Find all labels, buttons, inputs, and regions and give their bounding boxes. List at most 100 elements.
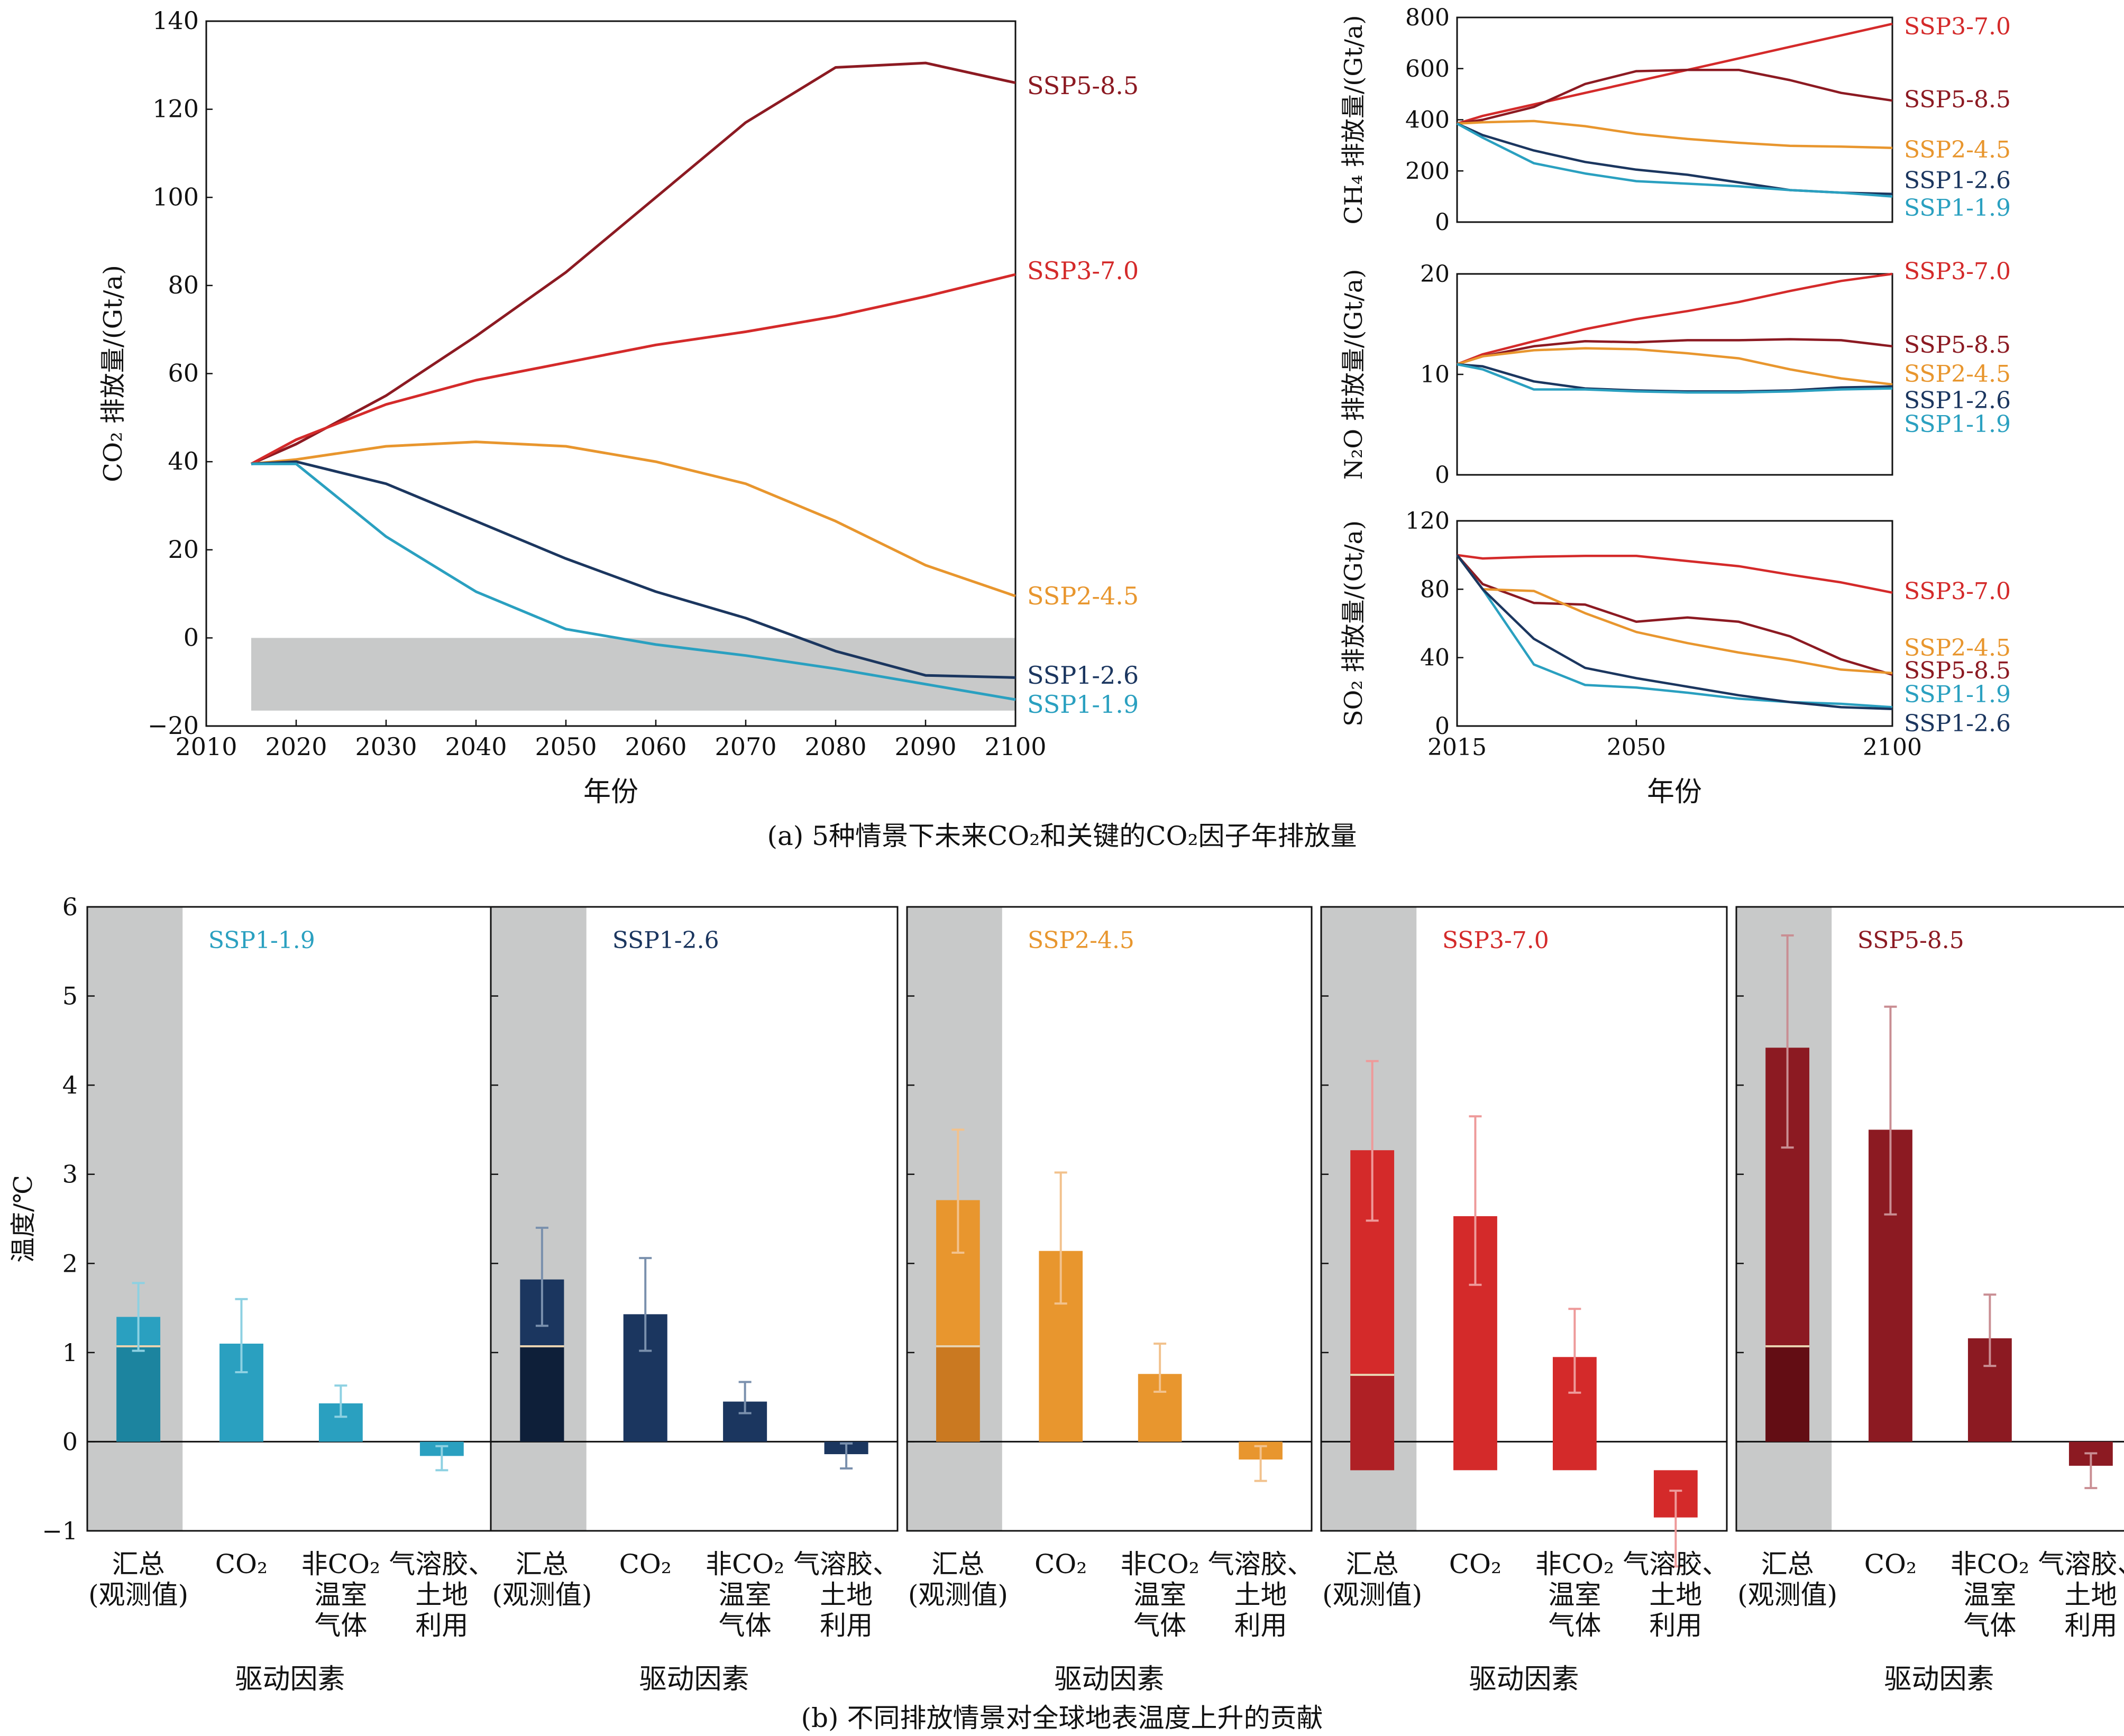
plot-frame xyxy=(1456,273,1893,476)
x-tick-label: 2100 xyxy=(1863,734,1922,761)
category-label: 温室 xyxy=(1963,1579,2016,1610)
series-label-ssp2-4.5: SSP2-4.5 xyxy=(1904,361,2011,388)
y-tick-label: 6 xyxy=(62,893,78,921)
y-tick-label: 80 xyxy=(1420,576,1450,603)
plot-frame xyxy=(205,20,1017,727)
y-tick-label: 3 xyxy=(62,1160,78,1189)
series-line-ssp3-7.0 xyxy=(1457,554,1893,594)
x-axis-label: 驱动因素 xyxy=(639,1664,749,1695)
series-label-ssp1-2.6: SSP1-2.6 xyxy=(1904,387,2011,414)
y-tick-label: 140 xyxy=(152,6,199,35)
x-axis-label: 驱动因素 xyxy=(1469,1664,1579,1695)
panel-title: SSP1-1.9 xyxy=(208,927,315,954)
category-label: 气体 xyxy=(1548,1610,1601,1641)
category-label: 气体 xyxy=(1963,1610,2016,1641)
category-label: 利用 xyxy=(415,1610,468,1641)
panel-title: SSP2-4.5 xyxy=(1028,927,1134,954)
series-line-ssp1-1.9 xyxy=(1456,554,1893,709)
x-axis-label: 驱动因素 xyxy=(235,1664,345,1695)
y-tick-label: 0 xyxy=(184,623,199,651)
series-line-ssp3-7.0 xyxy=(250,273,1016,465)
series-line-ssp1-1.9 xyxy=(1457,363,1893,394)
series-line-ssp5-8.5 xyxy=(1457,338,1893,366)
series-label-ssp1-2.6: SSP1-2.6 xyxy=(1904,710,2011,737)
series-label-ssp1-1.9: SSP1-1.9 xyxy=(1904,681,2011,708)
category-label: CO₂ xyxy=(215,1549,268,1579)
series-line-ssp1-2.6 xyxy=(251,460,1016,679)
y-tick-label: 800 xyxy=(1405,4,1450,31)
x-tick-label: 2020 xyxy=(265,732,327,761)
x-tick-label: 2050 xyxy=(535,732,597,761)
x-axis-label-right: 年份 xyxy=(1647,776,1702,808)
category-label: 土地 xyxy=(1649,1579,1702,1610)
bar-observed-portion xyxy=(1765,1346,1810,1442)
category-label: 土地 xyxy=(1234,1579,1287,1610)
series-line-ssp1-2.6 xyxy=(1456,554,1893,710)
category-label: (观测值) xyxy=(1322,1579,1422,1610)
series-line-ssp1-1.9 xyxy=(1456,122,1893,198)
category-label: 气溶胶、 xyxy=(1208,1549,1314,1579)
plot-frame xyxy=(1735,906,2124,1532)
bar-observed-portion xyxy=(936,1346,980,1442)
category-label: (观测值) xyxy=(88,1579,188,1610)
series-label-ssp2-4.5: SSP2-4.5 xyxy=(1027,582,1139,610)
category-label: 土地 xyxy=(2064,1579,2117,1610)
category-label: 气体 xyxy=(719,1610,772,1641)
y-tick-label: 120 xyxy=(152,95,199,123)
y-tick-label: −1 xyxy=(42,1517,78,1545)
x-tick-label: 2030 xyxy=(355,732,417,761)
series-label-ssp3-7.0: SSP3-7.0 xyxy=(1904,13,2011,40)
series-label-ssp1-1.9: SSP1-1.9 xyxy=(1027,690,1139,719)
x-tick-label: 2080 xyxy=(804,732,866,761)
y-tick-label: 1 xyxy=(62,1338,78,1367)
series-label-ssp3-7.0: SSP3-7.0 xyxy=(1027,256,1139,285)
y-tick-label: 4 xyxy=(62,1071,78,1099)
series-label-ssp3-7.0: SSP3-7.0 xyxy=(1904,258,2011,285)
series-line-ssp2-4.5 xyxy=(1457,120,1893,149)
series-label-ssp5-8.5: SSP5-8.5 xyxy=(1027,71,1139,100)
category-label: 气溶胶、 xyxy=(1623,1549,1728,1579)
series-label-ssp1-1.9: SSP1-1.9 xyxy=(1904,195,2011,222)
y-axis-label: N₂O 排放量/(Gt/a) xyxy=(1339,269,1368,480)
y-tick-label: 20 xyxy=(168,535,199,564)
series-line-ssp1-1.9 xyxy=(251,462,1016,701)
series-label-ssp2-4.5: SSP2-4.5 xyxy=(1904,136,2011,163)
caption-a: (a) 5种情景下未来CO₂和关键的CO₂因子年排放量 xyxy=(767,821,1357,851)
y-tick-label: 0 xyxy=(1435,462,1450,489)
panel-title: SSP1-2.6 xyxy=(612,927,719,954)
x-tick-label: 2060 xyxy=(625,732,686,761)
bar-observed-portion xyxy=(116,1346,161,1442)
y-tick-label: 0 xyxy=(1435,209,1450,236)
plot-frame xyxy=(1456,520,1893,727)
category-label: 非CO₂ xyxy=(301,1549,380,1579)
panel-title: SSP3-7.0 xyxy=(1442,927,1549,954)
series-label-ssp5-8.5: SSP5-8.5 xyxy=(1904,86,2011,113)
y-tick-label: 400 xyxy=(1405,107,1450,134)
category-label: 利用 xyxy=(1649,1610,1702,1641)
series-label-ssp2-4.5: SSP2-4.5 xyxy=(1904,635,2011,662)
x-axis-label: 驱动因素 xyxy=(1054,1664,1164,1695)
x-tick-label: 2070 xyxy=(715,732,776,761)
category-label: 利用 xyxy=(1234,1610,1287,1641)
category-label: 温室 xyxy=(719,1579,772,1610)
category-label: 温室 xyxy=(314,1579,367,1610)
series-line-ssp1-2.6 xyxy=(1457,363,1893,393)
category-label: 非CO₂ xyxy=(706,1549,784,1579)
x-tick-label: 2015 xyxy=(1427,734,1487,761)
category-label: (观测值) xyxy=(1737,1579,1837,1610)
category-label: 温室 xyxy=(1548,1579,1601,1610)
category-label: 气溶胶、 xyxy=(2038,1549,2124,1579)
category-label: 汇总 xyxy=(1346,1549,1399,1579)
y-tick-label: 20 xyxy=(1420,261,1450,288)
category-label: CO₂ xyxy=(1449,1549,1502,1579)
y-tick-label: 10 xyxy=(1420,361,1450,388)
x-tick-label: 2050 xyxy=(1607,734,1666,761)
series-line-ssp2-4.5 xyxy=(251,440,1016,598)
y-tick-label: 600 xyxy=(1405,56,1450,82)
ch4-chart: 0 200 400 600 800 CH₄ 排放量/(Gt/a) SSP3-7.0 SSP5-… xyxy=(1339,4,2011,236)
series-label-ssp3-7.0: SSP3-7.0 xyxy=(1904,578,2011,605)
y-axis-label: CH₄ 排放量/(Gt/a) xyxy=(1339,15,1368,225)
